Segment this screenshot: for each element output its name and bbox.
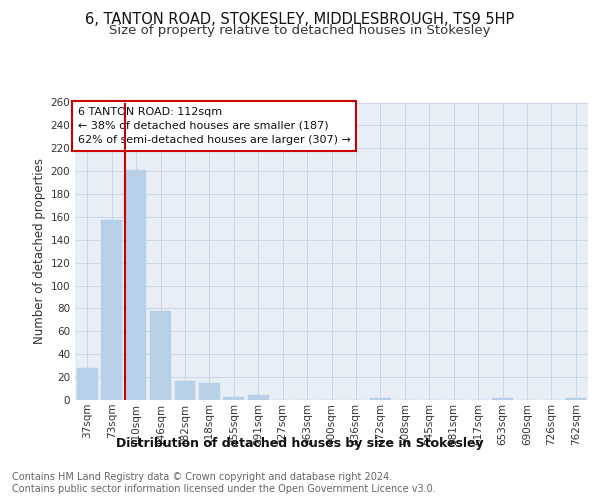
Bar <box>199 383 220 400</box>
Bar <box>370 398 391 400</box>
Bar <box>223 396 244 400</box>
Bar <box>125 170 146 400</box>
Text: 6 TANTON ROAD: 112sqm
← 38% of detached houses are smaller (187)
62% of semi-det: 6 TANTON ROAD: 112sqm ← 38% of detached … <box>77 107 350 145</box>
Bar <box>77 368 98 400</box>
Text: Contains HM Land Registry data © Crown copyright and database right 2024.: Contains HM Land Registry data © Crown c… <box>12 472 392 482</box>
Text: Size of property relative to detached houses in Stokesley: Size of property relative to detached ho… <box>109 24 491 37</box>
Text: 6, TANTON ROAD, STOKESLEY, MIDDLESBROUGH, TS9 5HP: 6, TANTON ROAD, STOKESLEY, MIDDLESBROUGH… <box>85 12 515 28</box>
Text: Contains public sector information licensed under the Open Government Licence v3: Contains public sector information licen… <box>12 484 436 494</box>
Bar <box>492 398 513 400</box>
Bar <box>175 380 196 400</box>
Bar <box>101 220 122 400</box>
Bar <box>248 396 269 400</box>
Bar <box>565 398 586 400</box>
Text: Distribution of detached houses by size in Stokesley: Distribution of detached houses by size … <box>116 438 484 450</box>
Bar <box>150 310 171 400</box>
Y-axis label: Number of detached properties: Number of detached properties <box>33 158 46 344</box>
